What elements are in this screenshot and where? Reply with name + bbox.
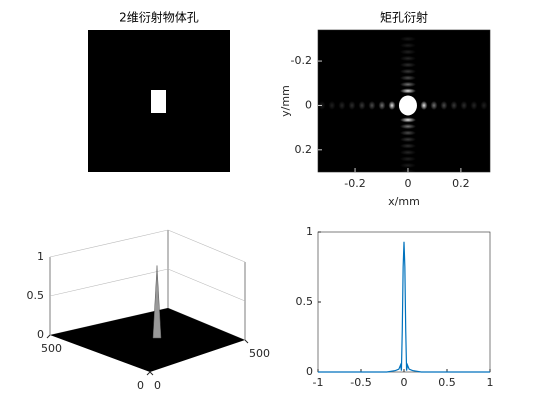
grid-line	[167, 268, 246, 302]
chart-title: 2维衍射物体孔	[119, 10, 199, 25]
diffraction-lobe	[378, 100, 386, 110]
diffraction-lobe	[399, 88, 416, 94]
y-tick	[244, 339, 249, 344]
diffraction-lobe	[399, 156, 416, 162]
axes-box	[317, 29, 491, 173]
z-tick-label: 1	[37, 250, 44, 263]
y-tick-label: 0.2	[295, 143, 313, 156]
surface-floor	[50, 308, 245, 372]
diffraction-lobe	[399, 117, 416, 123]
diffraction-lobe	[348, 100, 356, 110]
chart-title: 矩孔衍射	[380, 10, 428, 25]
diffraction-lobe	[399, 62, 416, 68]
x-tick-label: -0.2	[344, 177, 365, 190]
diffraction-lobe	[500, 100, 508, 110]
diffraction-lobe	[399, 55, 416, 62]
y-tick-label: 0	[305, 98, 312, 111]
x-tick-label: -1	[313, 376, 324, 389]
diffraction-lobe	[388, 100, 396, 110]
diffraction-lobe	[399, 36, 416, 42]
z-tick-label: 0	[37, 328, 44, 341]
y-tick-label: 0	[306, 365, 313, 378]
x-tick-label: -0.5	[350, 376, 371, 389]
diffraction-lobe	[399, 149, 416, 156]
diffraction-lobe	[328, 100, 336, 110]
x-tick-label: 500	[41, 342, 62, 355]
x-tick-label: 1	[487, 376, 494, 389]
y-tick-label: 500	[249, 347, 270, 360]
diffraction-lobe	[399, 130, 416, 136]
x-tick-label: 0	[137, 379, 144, 392]
diffraction-lobe	[338, 100, 346, 110]
diffraction-lobe	[358, 100, 366, 110]
diffraction-lobe	[399, 136, 416, 143]
x-tick-label: 0.5	[438, 376, 456, 389]
x-tick	[146, 371, 151, 376]
y-tick-label: 1	[306, 225, 313, 238]
diffraction-lobe	[399, 81, 416, 88]
grid-line	[49, 229, 169, 258]
x-tick-label: 0	[404, 177, 411, 190]
diffraction-lobe	[450, 100, 458, 110]
aperture	[151, 90, 166, 113]
grid-line	[167, 229, 246, 263]
diffraction-lobe	[368, 100, 376, 110]
diffraction-lobe	[308, 100, 316, 110]
grid-line	[49, 268, 169, 297]
z-tick-label: 0.5	[27, 289, 45, 302]
diffraction-lobe	[399, 123, 416, 130]
y-tick-label: -0.2	[291, 54, 312, 67]
data-line	[318, 241, 490, 373]
diffraction-lobe	[399, 68, 416, 75]
diffraction-lobe	[399, 75, 416, 81]
diffraction-lobe	[470, 100, 478, 110]
diffraction-lobe	[460, 100, 468, 110]
diffraction-lobe	[399, 143, 416, 149]
diffraction-lobe	[490, 100, 498, 110]
x-tick-label: 0	[401, 376, 408, 389]
x-tick-label: 0.2	[452, 177, 470, 190]
diffraction-lobe	[430, 100, 438, 110]
y-tick-label: 0.5	[296, 295, 314, 308]
diffraction-lobe	[399, 162, 416, 169]
y-axis-label: y/mm	[279, 85, 292, 117]
y-tick	[149, 371, 154, 376]
x-axis-label: x/mm	[388, 195, 420, 208]
diffraction-lobe	[480, 100, 488, 110]
diffraction-lobe	[399, 49, 416, 55]
surface-peak	[152, 265, 162, 339]
y-tick-label: 0	[154, 379, 161, 392]
diffraction-lobe	[440, 100, 448, 110]
x-tick	[46, 334, 51, 339]
diffraction-center	[398, 95, 417, 116]
diffraction-lobe	[420, 100, 428, 110]
diffraction-lobe	[399, 42, 416, 49]
